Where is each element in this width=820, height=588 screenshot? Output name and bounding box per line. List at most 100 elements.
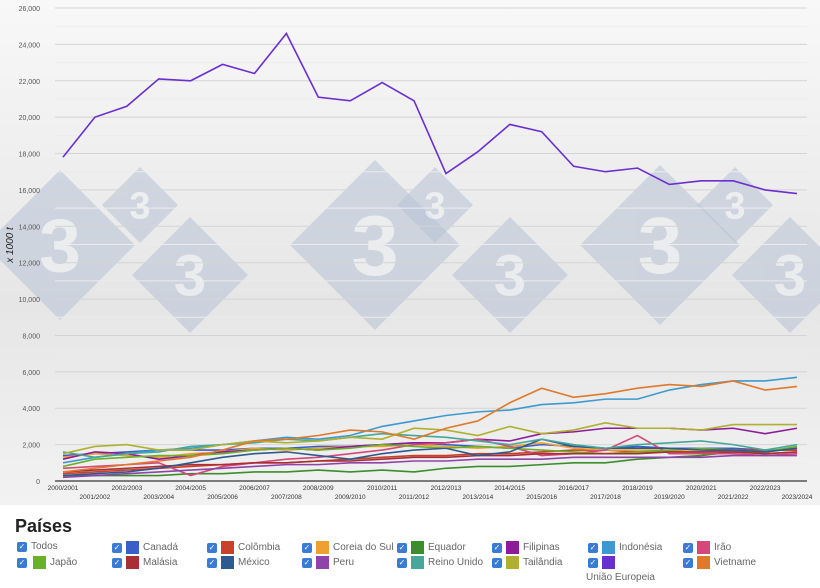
y-axis-label: x 1000 t <box>5 226 16 264</box>
y-tick-label: 16,000 <box>19 188 41 195</box>
color-swatch <box>33 556 46 569</box>
x-tick-label: 2010/2011 <box>367 485 398 492</box>
x-tick-label: 2017/2018 <box>590 494 621 501</box>
y-tick-label: 10,000 <box>19 297 41 304</box>
checkbox[interactable]: ✓ <box>302 542 312 553</box>
checkbox[interactable]: ✓ <box>588 542 598 553</box>
y-tick-label: 12,000 <box>19 261 41 268</box>
x-tick-label: 2002/2003 <box>111 485 142 492</box>
svg-text:3: 3 <box>774 243 806 308</box>
legend-label: União Europeia <box>586 572 655 583</box>
checkbox[interactable]: ✓ <box>397 542 407 553</box>
x-tick-label: 2004/2005 <box>175 485 206 492</box>
legend-label: Tailândia <box>523 557 563 568</box>
legend-label: Coreia do Sul <box>333 542 394 553</box>
x-tick-label: 2006/2007 <box>239 485 270 492</box>
y-tick-label: 0 <box>36 479 40 486</box>
legend-item-irão[interactable]: ✓ Irão <box>683 541 731 554</box>
chart-area: 3 3 3 3 3 3 3 3 3 0 2,000 4,000 6,000 8,000 10,000 12,0… <box>0 0 820 505</box>
checkbox[interactable]: ✓ <box>207 557 217 568</box>
x-tick-label: 2016/2017 <box>558 485 589 492</box>
series-line-peru <box>62 454 797 479</box>
y-tick-label: 8,000 <box>22 333 40 340</box>
svg-text:3: 3 <box>351 199 398 294</box>
checkbox[interactable]: ✓ <box>17 541 27 552</box>
legend-item-peru[interactable]: ✓ Peru <box>302 556 354 569</box>
color-swatch <box>697 541 710 554</box>
legend-item-malásia[interactable]: ✓ Malásia <box>112 556 177 569</box>
checkbox[interactable]: ✓ <box>207 542 217 553</box>
legend-item-japão[interactable]: ✓ Japão <box>17 556 77 569</box>
legend-label: Colômbia <box>238 542 281 553</box>
x-tick-label: 2005/2006 <box>207 494 238 501</box>
checkbox[interactable]: ✓ <box>588 557 598 568</box>
legend-label: Reino Unido <box>428 557 484 568</box>
y-tick-label: 26,000 <box>19 6 41 13</box>
watermark-logo: 3 <box>397 167 473 243</box>
x-tick-label: 2015/2016 <box>526 494 557 501</box>
svg-text:3: 3 <box>129 185 150 227</box>
color-swatch <box>411 541 424 554</box>
checkbox[interactable]: ✓ <box>397 557 407 568</box>
checkbox[interactable]: ✓ <box>492 542 502 553</box>
series-line-reino-unido <box>62 432 798 459</box>
legend-item-colômbia[interactable]: ✓ Colômbia <box>207 541 280 554</box>
x-tick-label: 2020/2021 <box>686 485 717 492</box>
legend-label: Peru <box>333 557 355 568</box>
legend-item-tailândia[interactable]: ✓ Tailândia <box>492 556 562 569</box>
color-swatch <box>506 556 519 569</box>
legend-item-filipinas[interactable]: ✓ Filipinas <box>492 541 560 554</box>
checkbox[interactable]: ✓ <box>17 557 27 568</box>
legend-item-canadá[interactable]: ✓ Canadá <box>112 541 178 554</box>
checkbox[interactable]: ✓ <box>112 557 122 568</box>
legend-label: Filipinas <box>523 542 560 553</box>
legend-item-reino-unido[interactable]: ✓ Reino Unido <box>397 556 483 569</box>
series-line-méxico <box>62 438 798 477</box>
checkbox[interactable]: ✓ <box>683 557 693 568</box>
series-line-tailândia <box>62 421 797 455</box>
x-tick-label: 2009/2010 <box>335 494 366 501</box>
legend-label: Japão <box>50 557 78 568</box>
legend-label: Irão <box>714 542 732 553</box>
legend-label: Malásia <box>143 557 178 568</box>
checkbox[interactable]: ✓ <box>112 542 122 553</box>
svg-text:3: 3 <box>494 243 526 308</box>
legend-item-todos[interactable]: ✓ Todos <box>17 541 58 552</box>
x-tick-label: 2021/2022 <box>718 494 749 501</box>
series-line-vietname <box>62 380 798 473</box>
legend-label: Equador <box>428 542 466 553</box>
legend-label: Vietname <box>714 557 757 568</box>
x-tick-label: 2003/2004 <box>143 494 174 501</box>
x-tick-label: 2013/2014 <box>463 494 494 501</box>
color-swatch <box>221 541 234 554</box>
checkbox[interactable]: ✓ <box>492 557 502 568</box>
series-line-irão <box>62 434 798 477</box>
legend-item-méxico[interactable]: ✓ México <box>207 556 270 569</box>
legend-title: Países <box>15 516 73 536</box>
legend-item-vietname[interactable]: ✓ Vietname <box>683 556 756 569</box>
svg-text:3: 3 <box>174 243 206 308</box>
legend-label: Indonésia <box>619 542 663 553</box>
checkbox[interactable]: ✓ <box>302 557 312 568</box>
y-tick-label: 22,000 <box>19 79 41 86</box>
color-swatch <box>506 541 519 554</box>
color-swatch <box>126 541 139 554</box>
legend-item-coreia-do-sul[interactable]: ✓ Coreia do Sul <box>302 541 394 554</box>
svg-text:3: 3 <box>39 203 81 287</box>
color-swatch <box>126 556 139 569</box>
svg-text:3: 3 <box>638 201 683 290</box>
watermark-logo: 3 <box>732 217 820 333</box>
series-line-união-europeia <box>62 31 798 195</box>
y-tick-label: 20,000 <box>19 115 41 122</box>
legend: Países ✓ Todos ✓ Canadá ✓ Colômbia ✓ Coreia do … <box>0 508 820 588</box>
legend-item-indonésia[interactable]: ✓ Indonésia <box>588 541 662 554</box>
legend-item-equador[interactable]: ✓ Equador <box>397 541 466 554</box>
color-swatch <box>602 556 615 569</box>
y-tick-label: 6,000 <box>22 370 40 377</box>
color-swatch <box>221 556 234 569</box>
x-tick-label: 2014/2015 <box>494 485 525 492</box>
legend-item-união-europeia[interactable]: ✓ União Europeia <box>586 556 655 583</box>
checkbox[interactable]: ✓ <box>683 542 693 553</box>
x-tick-label: 2008/2009 <box>303 485 334 492</box>
legend-label: México <box>238 557 270 568</box>
